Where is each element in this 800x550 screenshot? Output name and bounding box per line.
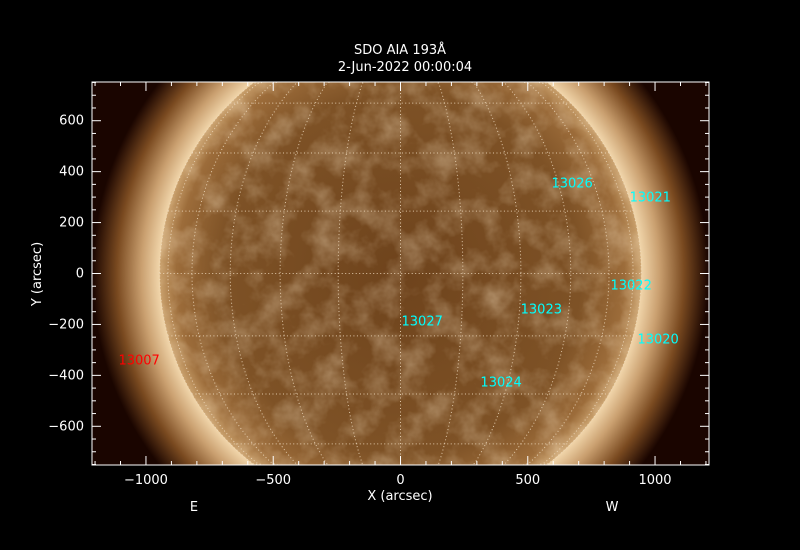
x-tick-label: −1000: [124, 473, 168, 488]
active-region-labels: 13026 13021 13022 13023 13027 13020 13024 13007: [118, 177, 678, 391]
x-tick-label: −500: [255, 473, 291, 488]
plot-title: SDO AIA 193Å: [354, 42, 446, 58]
active-region-label: 13021: [630, 191, 671, 206]
y-axis-label: Y (arcsec): [30, 242, 45, 307]
axis-ticks: −1000 −500 0 500 1000 −600 −400 −200 0 200 400 600: [48, 82, 709, 488]
y-tick-label: −600: [48, 419, 84, 434]
longitude-line: [400, 82, 464, 465]
active-region-label: 13022: [610, 278, 651, 293]
y-tick-label: 400: [59, 165, 84, 180]
y-tick-label: 200: [59, 216, 84, 231]
x-tick-label: 500: [515, 473, 540, 488]
active-region-label: 13026: [551, 177, 592, 192]
active-region-label: 13020: [637, 332, 678, 347]
y-tick-label: 0: [76, 267, 84, 282]
longitude-line: [337, 82, 401, 465]
active-region-label: 13007: [118, 353, 159, 368]
east-label: E: [190, 500, 198, 515]
y-tick-label: −200: [48, 317, 84, 332]
active-region-label: 13027: [402, 314, 443, 329]
active-region-label: 13024: [480, 375, 521, 390]
active-region-label: 13023: [521, 302, 562, 317]
y-tick-label: 600: [59, 114, 84, 129]
heliographic-grid: [159, 82, 642, 465]
x-axis-label: X (arcsec): [367, 489, 432, 504]
y-tick-label: −400: [48, 368, 84, 383]
x-tick-label: 0: [396, 473, 404, 488]
plot-subtitle: 2-Jun-2022 00:00:04: [338, 60, 472, 75]
west-label: W: [606, 500, 619, 515]
x-tick-label: 1000: [638, 473, 671, 488]
